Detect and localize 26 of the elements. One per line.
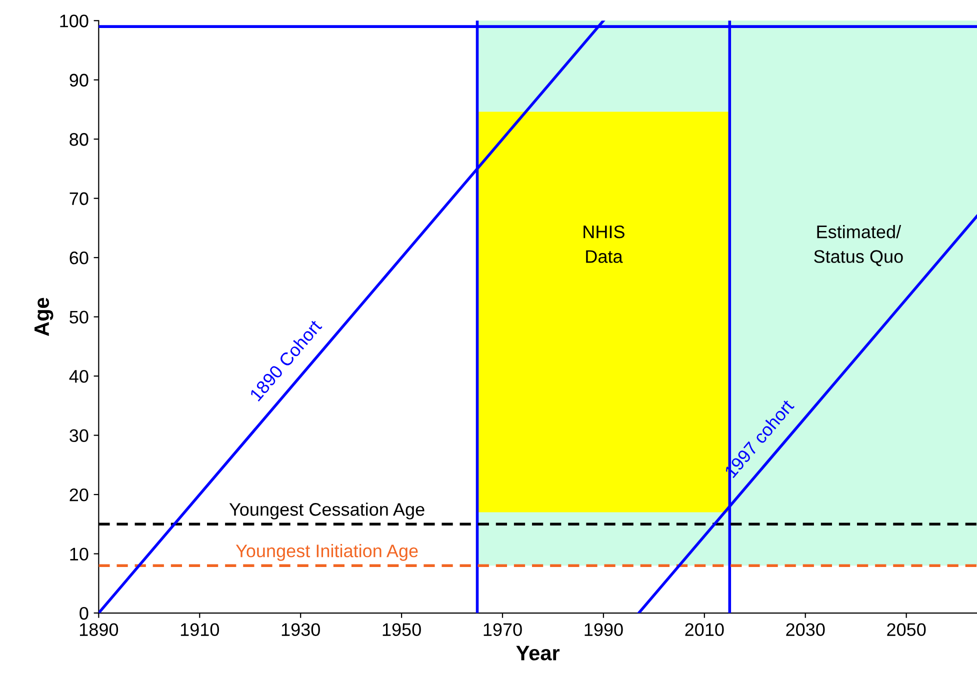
- x-tick-label: 2030: [786, 623, 825, 636]
- x-tick-label: 1950: [382, 623, 421, 636]
- x-tick-label: 1990: [584, 623, 623, 636]
- x-tick-label: 1890: [80, 623, 118, 636]
- y-tick-label: 30: [70, 429, 88, 442]
- y-tick-label: 60: [70, 252, 88, 264]
- y-tick-label: 50: [70, 310, 88, 324]
- y-axis-title: Age: [34, 298, 54, 336]
- annotation: Estimated/ Status Quo: [814, 224, 903, 266]
- x-axis-title: Year: [516, 646, 560, 660]
- ref-line-label: Youngest Initiation Age: [236, 544, 418, 561]
- ref-line-label: Youngest Cessation Age: [229, 502, 424, 520]
- x-tick-label: 1910: [180, 623, 220, 636]
- x-tick-label: 2010: [685, 623, 724, 636]
- y-tick-label: 70: [70, 192, 88, 206]
- x-tick-label: 1970: [484, 623, 522, 636]
- annotation: NHIS Data: [584, 225, 624, 263]
- y-tick-label: 80: [70, 133, 88, 146]
- y-tick-label: 90: [70, 74, 88, 87]
- y-tick-label: 40: [69, 370, 88, 383]
- y-tick-label: 20: [70, 488, 88, 502]
- y-tick-label: 0: [80, 606, 88, 620]
- x-tick-label: 2050: [887, 623, 926, 636]
- y-tick-label: 100: [60, 14, 88, 28]
- y-tick-label: 10: [70, 548, 88, 560]
- x-tick-label: 1930: [282, 623, 320, 636]
